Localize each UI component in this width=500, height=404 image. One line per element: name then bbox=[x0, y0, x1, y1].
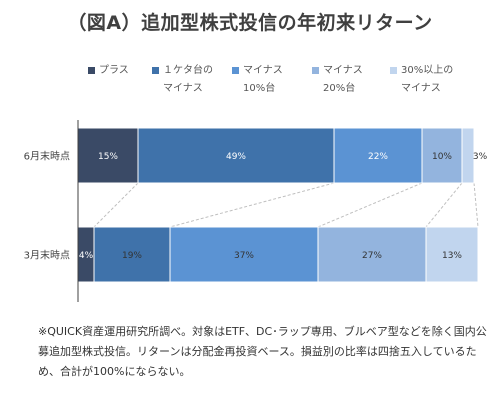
legend-label-line2: 10%台 bbox=[243, 83, 276, 94]
legend-label-line2: 20%台 bbox=[323, 83, 356, 94]
bar-segment bbox=[169, 226, 319, 283]
bar-segment bbox=[421, 127, 463, 184]
data-label: 3% bbox=[473, 152, 488, 162]
data-label: 10% bbox=[432, 152, 452, 162]
series-connector-line bbox=[93, 182, 139, 228]
legend-swatch bbox=[152, 67, 159, 74]
bar-segment bbox=[461, 127, 475, 184]
bar-segment bbox=[425, 226, 479, 283]
data-label: 37% bbox=[234, 251, 254, 261]
legend-label: マイナス bbox=[323, 65, 363, 76]
data-label: 15% bbox=[98, 152, 118, 162]
legend-swatch bbox=[390, 67, 397, 74]
data-label: 22% bbox=[368, 152, 388, 162]
footnote: ※QUICK資産運用研究所調べ。対象はETF、DC･ラップ専用、ブルベア型などを… bbox=[38, 325, 487, 378]
legend-label: マイナス bbox=[243, 65, 283, 76]
data-label: 27% bbox=[362, 251, 382, 261]
legend-label: 30%以上の bbox=[401, 65, 454, 76]
category-label: 6月末時点 bbox=[24, 150, 70, 163]
legend-swatch bbox=[88, 67, 95, 74]
legend-label: １ケタ台の bbox=[163, 65, 213, 76]
data-label: 19% bbox=[122, 251, 142, 261]
bar-segment bbox=[93, 226, 171, 283]
series-connector-line bbox=[169, 182, 335, 228]
data-label: 49% bbox=[226, 152, 246, 162]
series-connector-line bbox=[425, 182, 463, 228]
bar-segment bbox=[333, 127, 423, 184]
bar-segment bbox=[317, 226, 427, 283]
chart-legend: プラス １ケタ台の マイナス マイナス 10%台 マイナス 20%台 30%以上… bbox=[0, 62, 500, 102]
data-label: 13% bbox=[442, 251, 462, 261]
chart-title: （図A）追加型株式投信の年初来リターン bbox=[67, 12, 433, 34]
legend-swatch bbox=[232, 67, 239, 74]
legend-label-line2: マイナス bbox=[401, 83, 441, 94]
series-connector-line bbox=[473, 182, 479, 228]
category-label: 3月末時点 bbox=[24, 249, 70, 262]
legend-label-line2: マイナス bbox=[163, 83, 203, 94]
legend-label: プラス bbox=[99, 65, 129, 76]
data-label: 4% bbox=[79, 251, 94, 261]
series-connector-line bbox=[317, 182, 423, 228]
legend-swatch bbox=[312, 67, 319, 74]
